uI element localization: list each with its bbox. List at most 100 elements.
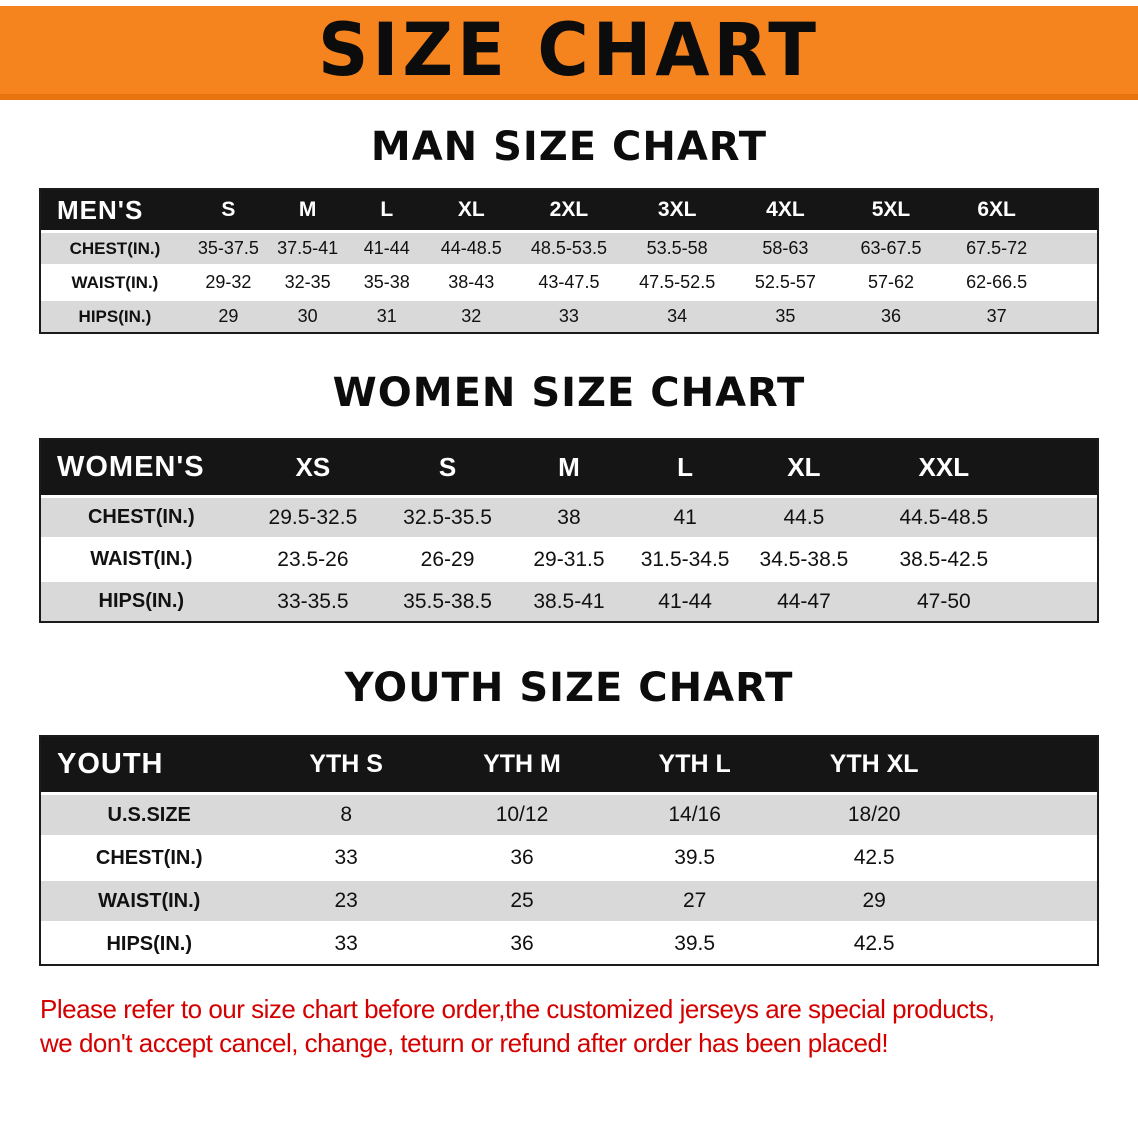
column-header: 5XL [871, 198, 911, 221]
filler-cell [968, 878, 1097, 921]
size-value: 29-32 [188, 264, 269, 298]
size-value: 48.5-53.5 [516, 230, 622, 264]
table-corner-label: WOMEN'S [57, 451, 205, 483]
column-header: XS [295, 452, 331, 482]
size-value: 57-62 [838, 264, 944, 298]
size-value: 38 [510, 495, 628, 537]
size-value: 33 [257, 835, 435, 878]
filler-cell [1049, 230, 1097, 264]
table-row: CHEST(IN.) 29.5-32.5 32.5-35.5 38 41 44.5 44.5… [41, 495, 1097, 537]
size-value: 37.5-41 [268, 230, 348, 264]
man-size-table-container: MEN'S S M L XL 2XL 3XL 4XL 5XL 6XL CHEST(IN.) 35-37… [39, 188, 1099, 334]
size-value: 41-44 [347, 230, 427, 264]
size-value: 29-31.5 [510, 537, 628, 579]
size-value: 62-66.5 [943, 264, 1050, 298]
size-value: 42.5 [780, 835, 969, 878]
column-header: YTH XL [829, 750, 919, 778]
table-row: WAIST(IN.) 29-32 32-35 35-38 38-43 43-47.5 47.… [41, 264, 1097, 298]
size-table-men: MEN'S S M L XL 2XL 3XL 4XL 5XL 6XL CHEST(IN.) 35-37… [39, 188, 1099, 334]
row-label: HIPS(IN.) [41, 579, 242, 621]
column-header: M [558, 452, 580, 482]
size-value: 43-47.5 [516, 264, 622, 298]
size-value: 26-29 [384, 537, 511, 579]
women-size-chart-heading: WOMEN SIZE CHART [332, 370, 806, 416]
column-header: XL [787, 452, 821, 482]
filler-cell [1023, 495, 1097, 537]
size-value: 47.5-52.5 [621, 264, 733, 298]
size-value: 44-48.5 [426, 230, 517, 264]
size-value: 33 [257, 921, 435, 964]
column-header: XL [457, 198, 485, 221]
table-row: CHEST(IN.) 33 36 39.5 42.5 [41, 835, 1097, 878]
filler-cell [968, 737, 1097, 792]
size-value: 18/20 [780, 792, 969, 835]
size-value: 29 [188, 298, 269, 332]
size-value: 35-37.5 [188, 230, 269, 264]
footer-line-2: we don't accept cancel, change, teturn o… [40, 1028, 889, 1059]
size-value: 32 [426, 298, 517, 332]
footer-disclaimer: Please refer to our size chart before or… [40, 992, 1138, 1061]
filler-cell [1049, 264, 1097, 298]
row-label: CHEST(IN.) [41, 230, 189, 264]
size-value: 34.5-38.5 [743, 537, 865, 579]
row-label: CHEST(IN.) [41, 495, 242, 537]
table-row: WAIST(IN.) 23.5-26 26-29 29-31.5 31.5-34.5 34… [41, 537, 1097, 579]
table-row: CHEST(IN.) 35-37.5 37.5-41 41-44 44-48.5 48.5… [41, 230, 1097, 264]
size-value: 30 [268, 298, 348, 332]
size-value: 35-38 [347, 264, 427, 298]
size-value: 27 [609, 878, 781, 921]
size-value: 36 [434, 835, 610, 878]
size-value: 41-44 [627, 579, 744, 621]
size-value: 41 [627, 495, 744, 537]
size-value: 38.5-42.5 [864, 537, 1024, 579]
row-label: CHEST(IN.) [41, 835, 258, 878]
size-value: 37 [943, 298, 1050, 332]
size-value: 36 [838, 298, 944, 332]
column-header: 3XL [657, 198, 697, 221]
size-value: 67.5-72 [943, 230, 1050, 264]
size-value: 29 [780, 878, 969, 921]
table-row: HIPS(IN.) 33 36 39.5 42.5 [41, 921, 1097, 964]
table-corner-label: YOUTH [57, 748, 164, 780]
footer-line-1: Please refer to our size chart before or… [40, 994, 995, 1024]
column-header: YTH S [309, 750, 383, 778]
column-header: M [298, 198, 317, 221]
youth-size-table-container: YOUTH YTH S YTH M YTH L YTH XL U.S.SIZE 8 10/12… [39, 735, 1099, 966]
size-value: 31.5-34.5 [627, 537, 744, 579]
column-header: 6XL [977, 198, 1016, 221]
table-header-row: WOMEN'S XS S M L XL XXL [41, 440, 1097, 495]
size-value: 58-63 [732, 230, 839, 264]
table-corner-label: MEN'S [57, 194, 144, 225]
table-row: U.S.SIZE 8 10/12 14/16 18/20 [41, 792, 1097, 835]
table-header-row: MEN'S S M L XL 2XL 3XL 4XL 5XL 6XL [41, 190, 1097, 230]
filler-cell [1023, 440, 1097, 495]
column-header: XXL [918, 452, 970, 482]
size-value: 38-43 [426, 264, 517, 298]
size-value: 25 [434, 878, 610, 921]
column-header: L [677, 452, 694, 482]
women-size-table-container: WOMEN'S XS S M L XL XXL CHEST(IN.) 29.5-32.5 32.5… [39, 438, 1099, 623]
size-value: 44-47 [743, 579, 865, 621]
size-value: 38.5-41 [510, 579, 628, 621]
size-value: 39.5 [609, 921, 781, 964]
size-value: 47-50 [864, 579, 1024, 621]
size-value: 53.5-58 [621, 230, 733, 264]
filler-cell [1023, 537, 1097, 579]
filler-cell [968, 921, 1097, 964]
size-table-youth: YOUTH YTH S YTH M YTH L YTH XL U.S.SIZE 8 10/12… [39, 735, 1099, 966]
size-value: 33 [516, 298, 622, 332]
size-value: 31 [347, 298, 427, 332]
row-label: U.S.SIZE [41, 792, 258, 835]
size-value: 32.5-35.5 [384, 495, 511, 537]
column-header: YTH L [658, 750, 731, 778]
size-value: 8 [257, 792, 435, 835]
row-label: WAIST(IN.) [41, 878, 258, 921]
size-value: 14/16 [609, 792, 781, 835]
man-size-chart-heading: MAN SIZE CHART [370, 124, 768, 170]
column-header: S [438, 452, 457, 482]
table-header-row: YOUTH YTH S YTH M YTH L YTH XL [41, 737, 1097, 792]
table-row: WAIST(IN.) 23 25 27 29 [41, 878, 1097, 921]
size-value: 42.5 [780, 921, 969, 964]
filler-cell [968, 792, 1097, 835]
size-value: 10/12 [434, 792, 610, 835]
